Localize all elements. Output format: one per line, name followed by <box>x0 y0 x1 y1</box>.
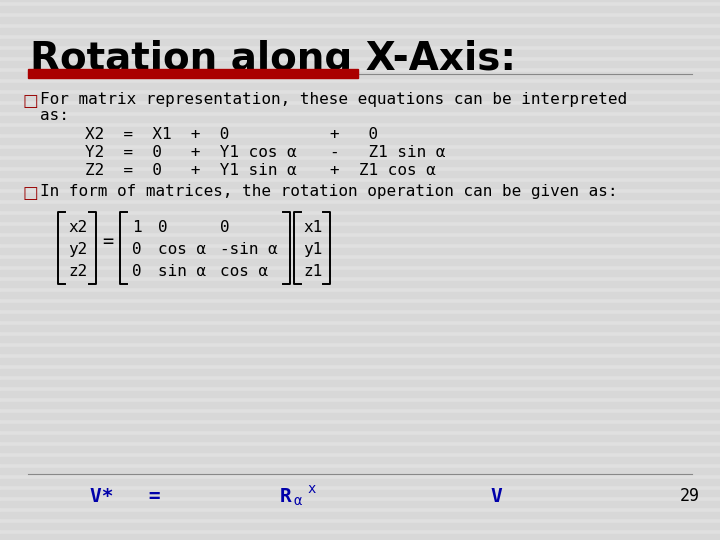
Bar <box>0 446 720 452</box>
Bar <box>0 523 720 529</box>
Text: y1: y1 <box>303 242 323 257</box>
Bar <box>0 402 720 408</box>
Bar <box>0 83 720 89</box>
Text: Y2  =  0   +  Y1 cos α: Y2 = 0 + Y1 cos α <box>85 145 297 160</box>
Text: 0: 0 <box>132 264 142 279</box>
Text: x: x <box>307 482 315 496</box>
Text: Z2  =  0   +  Y1 sin α: Z2 = 0 + Y1 sin α <box>85 163 297 178</box>
Text: □: □ <box>22 92 37 110</box>
Text: In form of matrices, the rotation operation can be given as:: In form of matrices, the rotation operat… <box>40 184 618 199</box>
Bar <box>0 270 720 276</box>
Bar <box>0 226 720 232</box>
Text: 1: 1 <box>132 220 142 235</box>
Text: 0: 0 <box>132 242 142 257</box>
Bar <box>0 39 720 45</box>
Bar <box>0 479 720 485</box>
Bar <box>0 138 720 144</box>
Bar <box>0 0 720 1</box>
Bar <box>0 358 720 364</box>
Bar <box>0 281 720 287</box>
Bar <box>0 248 720 254</box>
Text: z2: z2 <box>68 264 87 279</box>
Bar <box>0 512 720 518</box>
Bar <box>0 72 720 78</box>
Bar <box>0 94 720 100</box>
Bar <box>0 127 720 133</box>
Text: V*   =: V* = <box>90 487 161 505</box>
Text: +  Z1 cos α: + Z1 cos α <box>330 163 436 178</box>
Text: y2: y2 <box>68 242 87 257</box>
Bar <box>0 149 720 155</box>
Bar <box>0 182 720 188</box>
Bar <box>0 347 720 353</box>
Text: 29: 29 <box>680 487 700 505</box>
Text: □: □ <box>22 184 37 202</box>
Bar <box>0 204 720 210</box>
Bar <box>0 413 720 419</box>
Text: -   Z1 sin α: - Z1 sin α <box>330 145 446 160</box>
Bar <box>28 69 358 78</box>
Text: 0: 0 <box>220 220 230 235</box>
Bar <box>0 28 720 34</box>
Text: X2  =  X1  +  0: X2 = X1 + 0 <box>85 127 230 142</box>
Bar <box>0 17 720 23</box>
Bar <box>0 292 720 298</box>
Bar <box>0 259 720 265</box>
Text: sin α: sin α <box>158 264 206 279</box>
Text: x1: x1 <box>303 220 323 235</box>
Bar <box>0 116 720 122</box>
Text: cos α: cos α <box>158 242 206 257</box>
Text: V: V <box>490 487 502 505</box>
Bar <box>0 237 720 243</box>
Bar <box>0 193 720 199</box>
Text: α: α <box>294 494 302 508</box>
Text: as:: as: <box>40 108 69 123</box>
Bar <box>0 215 720 221</box>
Text: =: = <box>102 233 113 252</box>
Bar <box>0 468 720 474</box>
Bar <box>0 325 720 331</box>
Bar <box>0 50 720 56</box>
Bar <box>0 534 720 540</box>
Bar <box>0 369 720 375</box>
Text: 0: 0 <box>158 220 168 235</box>
Bar <box>0 424 720 430</box>
Text: x2: x2 <box>68 220 87 235</box>
Bar <box>0 380 720 386</box>
Bar <box>0 61 720 67</box>
Bar <box>0 171 720 177</box>
Text: z1: z1 <box>303 264 323 279</box>
Bar <box>0 336 720 342</box>
Bar <box>0 314 720 320</box>
Text: Rotation along X-Axis:: Rotation along X-Axis: <box>30 40 516 78</box>
Text: R: R <box>280 487 292 505</box>
Text: For matrix representation, these equations can be interpreted: For matrix representation, these equatio… <box>40 92 627 107</box>
Bar <box>0 490 720 496</box>
Bar <box>0 435 720 441</box>
Text: +   0: + 0 <box>330 127 378 142</box>
Text: -sin α: -sin α <box>220 242 278 257</box>
Bar <box>0 105 720 111</box>
Text: cos α: cos α <box>220 264 268 279</box>
Bar <box>0 501 720 507</box>
Bar <box>0 457 720 463</box>
Bar <box>0 160 720 166</box>
Bar <box>0 391 720 397</box>
Bar <box>0 6 720 12</box>
Bar <box>0 303 720 309</box>
